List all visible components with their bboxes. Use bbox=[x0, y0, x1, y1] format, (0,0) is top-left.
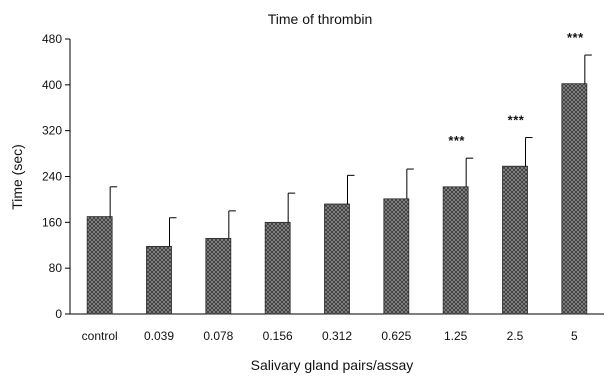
bar bbox=[442, 186, 469, 315]
x-axis-label: Salivary gland pairs/assay bbox=[251, 357, 414, 373]
y-tick-label: 240 bbox=[42, 170, 62, 184]
y-tick-label: 80 bbox=[49, 261, 63, 275]
y-axis-label: Time (sec) bbox=[9, 144, 25, 210]
plot-area: 0 80 160 240 320 400 480 control 0.039 0.078 0.156… bbox=[42, 30, 604, 343]
x-tick-label: 0.039 bbox=[144, 329, 174, 343]
x-tick-label: control bbox=[82, 329, 118, 343]
y-tick-label: 160 bbox=[42, 215, 62, 229]
x-tick-label: 5 bbox=[571, 329, 578, 343]
bar bbox=[205, 237, 232, 315]
y-tick-label: 320 bbox=[42, 124, 62, 138]
chart-title: Time of thrombin bbox=[268, 11, 373, 27]
bar bbox=[561, 83, 588, 315]
y-tick-label: 400 bbox=[42, 78, 62, 92]
y-tick-label: 480 bbox=[42, 32, 62, 46]
x-tick-label: 0.078 bbox=[203, 329, 233, 343]
significance-label: *** bbox=[508, 113, 525, 128]
x-tick-label: 0.312 bbox=[322, 329, 352, 343]
bar bbox=[502, 165, 528, 315]
x-tick-label: 0.156 bbox=[263, 329, 293, 343]
bar bbox=[86, 216, 113, 315]
bar bbox=[264, 221, 291, 315]
significance-label: *** bbox=[448, 133, 465, 148]
x-tick-label: 0.625 bbox=[381, 329, 411, 343]
bar bbox=[324, 203, 350, 315]
significance-label: *** bbox=[567, 30, 584, 45]
x-tick-label: 1.25 bbox=[444, 329, 468, 343]
bar bbox=[146, 245, 172, 315]
bar bbox=[383, 198, 410, 315]
y-tick-label: 0 bbox=[55, 307, 62, 321]
x-tick-label: 2.5 bbox=[507, 329, 524, 343]
